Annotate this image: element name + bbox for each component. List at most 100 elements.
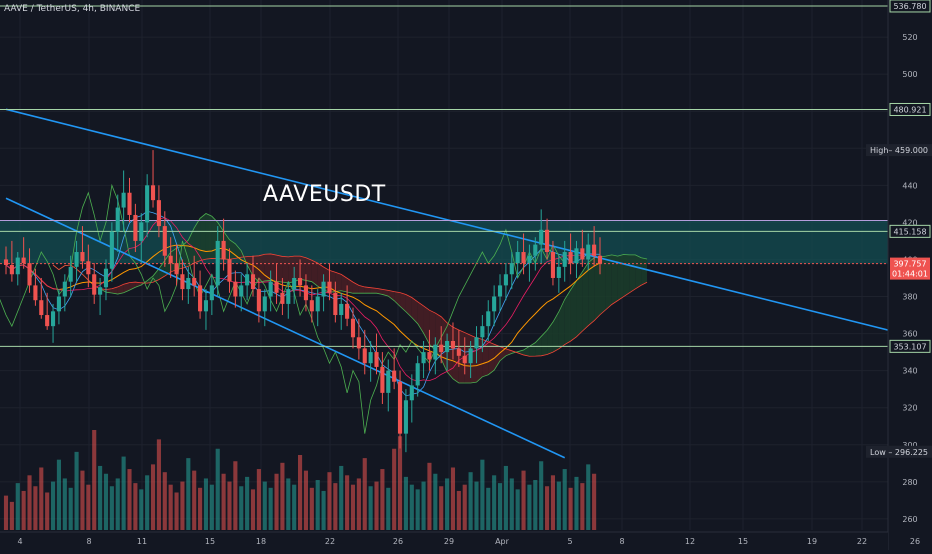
volume-bar [174,492,179,530]
cloud-segment [447,322,453,379]
volume-bar [45,492,50,530]
cloud-segment [347,278,353,294]
volume-bar [39,467,44,530]
candle-body [545,229,550,253]
candle-body [68,266,73,282]
candle-body [192,277,197,286]
x-tick-label: 8 [86,537,91,546]
volume-bar [3,495,9,530]
volume-bar [280,462,285,530]
price-label-box [866,144,932,157]
volume-bar [215,448,220,530]
x-tick-label: 22 [325,537,335,546]
cloud-segment [376,288,383,295]
volume-bar [92,430,97,530]
volume-bar [333,483,338,530]
candle-body [562,252,567,267]
candle-body [356,337,361,349]
volume-bar [580,483,585,530]
x-tick-label: 26 [393,537,403,546]
candle-body [568,252,573,264]
candle-body [586,244,591,260]
candle-body [539,229,544,245]
cloud-segment [570,280,577,342]
volume-bar [227,481,232,530]
candle-body [468,348,473,364]
cloud-segment [270,253,277,282]
candle-body [339,303,344,316]
candles [3,150,603,453]
resistance-zone [0,220,888,264]
x-tick-label: 12 [685,537,695,546]
volume-bar [415,489,420,530]
candle-body [597,255,603,264]
level-tag-label: 353.107 [893,342,926,351]
cloud-segment [605,254,612,310]
volume-bar [403,476,408,530]
cloud-segment [517,350,524,355]
candle-body [386,370,391,393]
volume-bar [156,439,161,530]
candle-body [509,263,514,275]
candle-body [121,192,126,208]
candle-body [27,263,32,286]
cloud-segment [423,305,430,345]
candle-body [86,261,91,275]
level-tag [889,224,931,238]
candle-body [592,244,597,256]
y-tick-label: 420 [902,218,917,227]
candle-body [380,366,385,393]
y-tick-label: 260 [902,515,917,524]
x-tick-label: 15 [205,537,215,546]
candle-body [274,281,279,293]
volume-bar [150,464,156,530]
candle-body [98,287,103,295]
candle-body [445,340,450,353]
volume-bar [203,478,209,530]
volume-bars [3,430,597,530]
candle-body [45,315,50,327]
volume-bar [262,481,267,530]
candle-body [492,296,497,312]
candle-body [180,274,185,290]
volume-bar [515,489,520,530]
cloud-segment [282,256,289,283]
candle-body [221,240,226,260]
candle-body [368,352,373,364]
volume-bar [80,470,85,530]
candle-body [168,255,173,264]
candle-body [245,274,250,286]
cloud-segment [129,282,136,291]
volume-bar [380,469,385,530]
volume-bar [474,481,479,530]
candle-body [292,277,297,290]
volume-bar [186,458,191,530]
candle-body [474,337,479,349]
candle-body [580,248,585,260]
x-tick-label: 22 [857,537,867,546]
cloud-segment [405,294,412,318]
volume-bar [421,481,426,530]
volume-bar [497,483,503,530]
volume-bar [9,501,14,530]
volume-bar [15,483,20,530]
cloud-segment [300,256,306,281]
volume-bar [68,487,73,530]
volume-bar [321,490,326,530]
candle-body [209,285,214,301]
volume-bar [250,489,256,530]
candle-body [145,185,150,223]
x-tick-label: 18 [256,537,266,546]
price-label-value: – 296.225 [888,448,928,457]
volume-bar [350,484,356,530]
candle-body [56,296,61,312]
candle-body [133,214,138,241]
volume-bar [233,461,238,530]
volume-bar [27,475,32,530]
volume-bar [409,484,414,530]
volume-bar [397,436,403,530]
y-tick-label: 300 [902,441,917,450]
volume-bar [427,462,432,530]
